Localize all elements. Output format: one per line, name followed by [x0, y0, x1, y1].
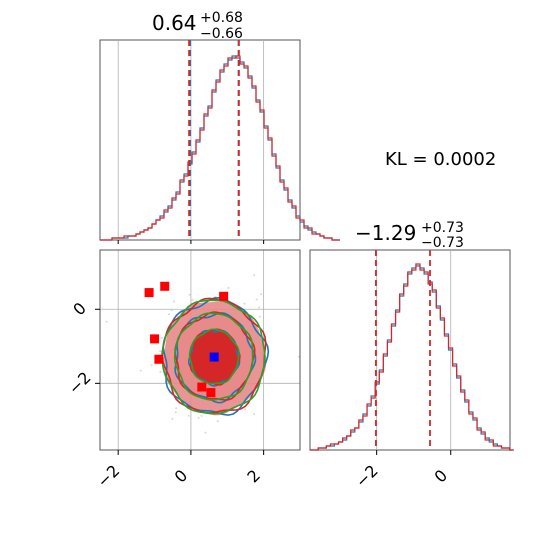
x2-tick-label: −2 — [352, 461, 382, 491]
x2-hist-red — [310, 263, 514, 451]
title-x2-sup: +0.73 — [421, 220, 464, 236]
scatter-point — [139, 369, 142, 372]
panel-x2-quantile-lines — [375, 250, 431, 450]
panel-x2-hist-lines — [310, 263, 514, 451]
x2-hist-blue — [310, 265, 514, 451]
red-square-marker — [150, 334, 160, 344]
scatter-point — [160, 336, 163, 339]
panel-x1-histogram — [99, 39, 340, 244]
panel-2d-markers — [144, 281, 229, 398]
x1-tick-label: 0 — [171, 466, 192, 487]
x2-tick-label: 0 — [431, 466, 452, 487]
scatter-point — [159, 371, 162, 374]
scatter-point — [174, 411, 177, 414]
scatter-point — [253, 274, 256, 277]
scatter-point — [105, 320, 108, 323]
scatter-point — [175, 407, 178, 410]
panel-2d-x-ticks: −2 0 2 — [93, 450, 265, 491]
contour-line-red — [174, 311, 256, 401]
scatter-point — [253, 412, 256, 415]
scatter-point — [197, 416, 200, 419]
panel-x2-histogram: −2 0 — [309, 249, 514, 491]
scatter-point — [150, 364, 153, 367]
title-x2: −1.29 +0.73 −0.73 — [355, 220, 464, 251]
contour-line-green — [188, 328, 240, 385]
scatter-point — [244, 408, 247, 411]
panel-2d-contours: 0 −2 −2 0 2 — [65, 249, 301, 491]
blue-square-marker — [209, 352, 219, 362]
scatter-point — [188, 293, 191, 296]
red-square-marker — [206, 388, 216, 398]
panel-x2-frame — [309, 249, 511, 451]
kl-label: KL = 0.0002 — [385, 149, 496, 170]
x1-tick-label: −2 — [93, 461, 123, 491]
title-x1: 0.64 +0.68 −0.66 — [152, 10, 243, 42]
scatter-point — [200, 414, 203, 417]
red-square-marker — [219, 291, 229, 301]
scatter-point — [170, 309, 173, 312]
scatter-point — [191, 298, 194, 301]
title-x1-sup: +0.68 — [200, 10, 243, 26]
panel-x1-quantile-lines — [188, 40, 240, 240]
x2-y-tick-label: 0 — [69, 299, 90, 320]
scatter-point — [255, 298, 258, 301]
scatter-point — [172, 300, 175, 303]
scatter-point — [260, 293, 263, 296]
contour-line-green — [173, 312, 254, 401]
red-square-marker — [160, 281, 170, 291]
scatter-point — [297, 355, 300, 358]
panel-x1-hist-lines — [100, 55, 340, 241]
red-square-marker — [144, 288, 154, 298]
x1-hist-blue — [100, 55, 340, 241]
title-x1-sub: −0.66 — [200, 26, 243, 42]
scatter-point — [216, 420, 219, 423]
red-square-marker — [197, 382, 207, 392]
scatter-point — [167, 313, 170, 316]
title-x2-sub: −0.73 — [421, 235, 464, 251]
scatter-point — [243, 302, 246, 305]
scatter-point — [258, 306, 261, 309]
red-square-marker — [154, 354, 164, 364]
panel-2d-y-ticks: 0 −2 — [65, 299, 100, 398]
x1-tick-label: 2 — [243, 466, 264, 487]
panel-x2-x-ticks: −2 0 — [352, 450, 452, 491]
scatter-point — [187, 414, 190, 417]
panel-2d-frame — [99, 249, 301, 451]
contour-line-blue — [162, 296, 270, 416]
x1-hist-red — [100, 55, 340, 241]
scatter-point — [258, 315, 261, 318]
scatter-point — [204, 431, 207, 434]
x2-y-tick-label: −2 — [65, 368, 95, 398]
scatter-point — [227, 286, 230, 289]
title-x1-value: 0.64 — [152, 11, 197, 35]
scatter-point — [159, 350, 162, 353]
title-x2-value: −1.29 — [355, 221, 416, 245]
panel-x1-frame — [99, 39, 301, 241]
scatter-point — [171, 417, 174, 420]
